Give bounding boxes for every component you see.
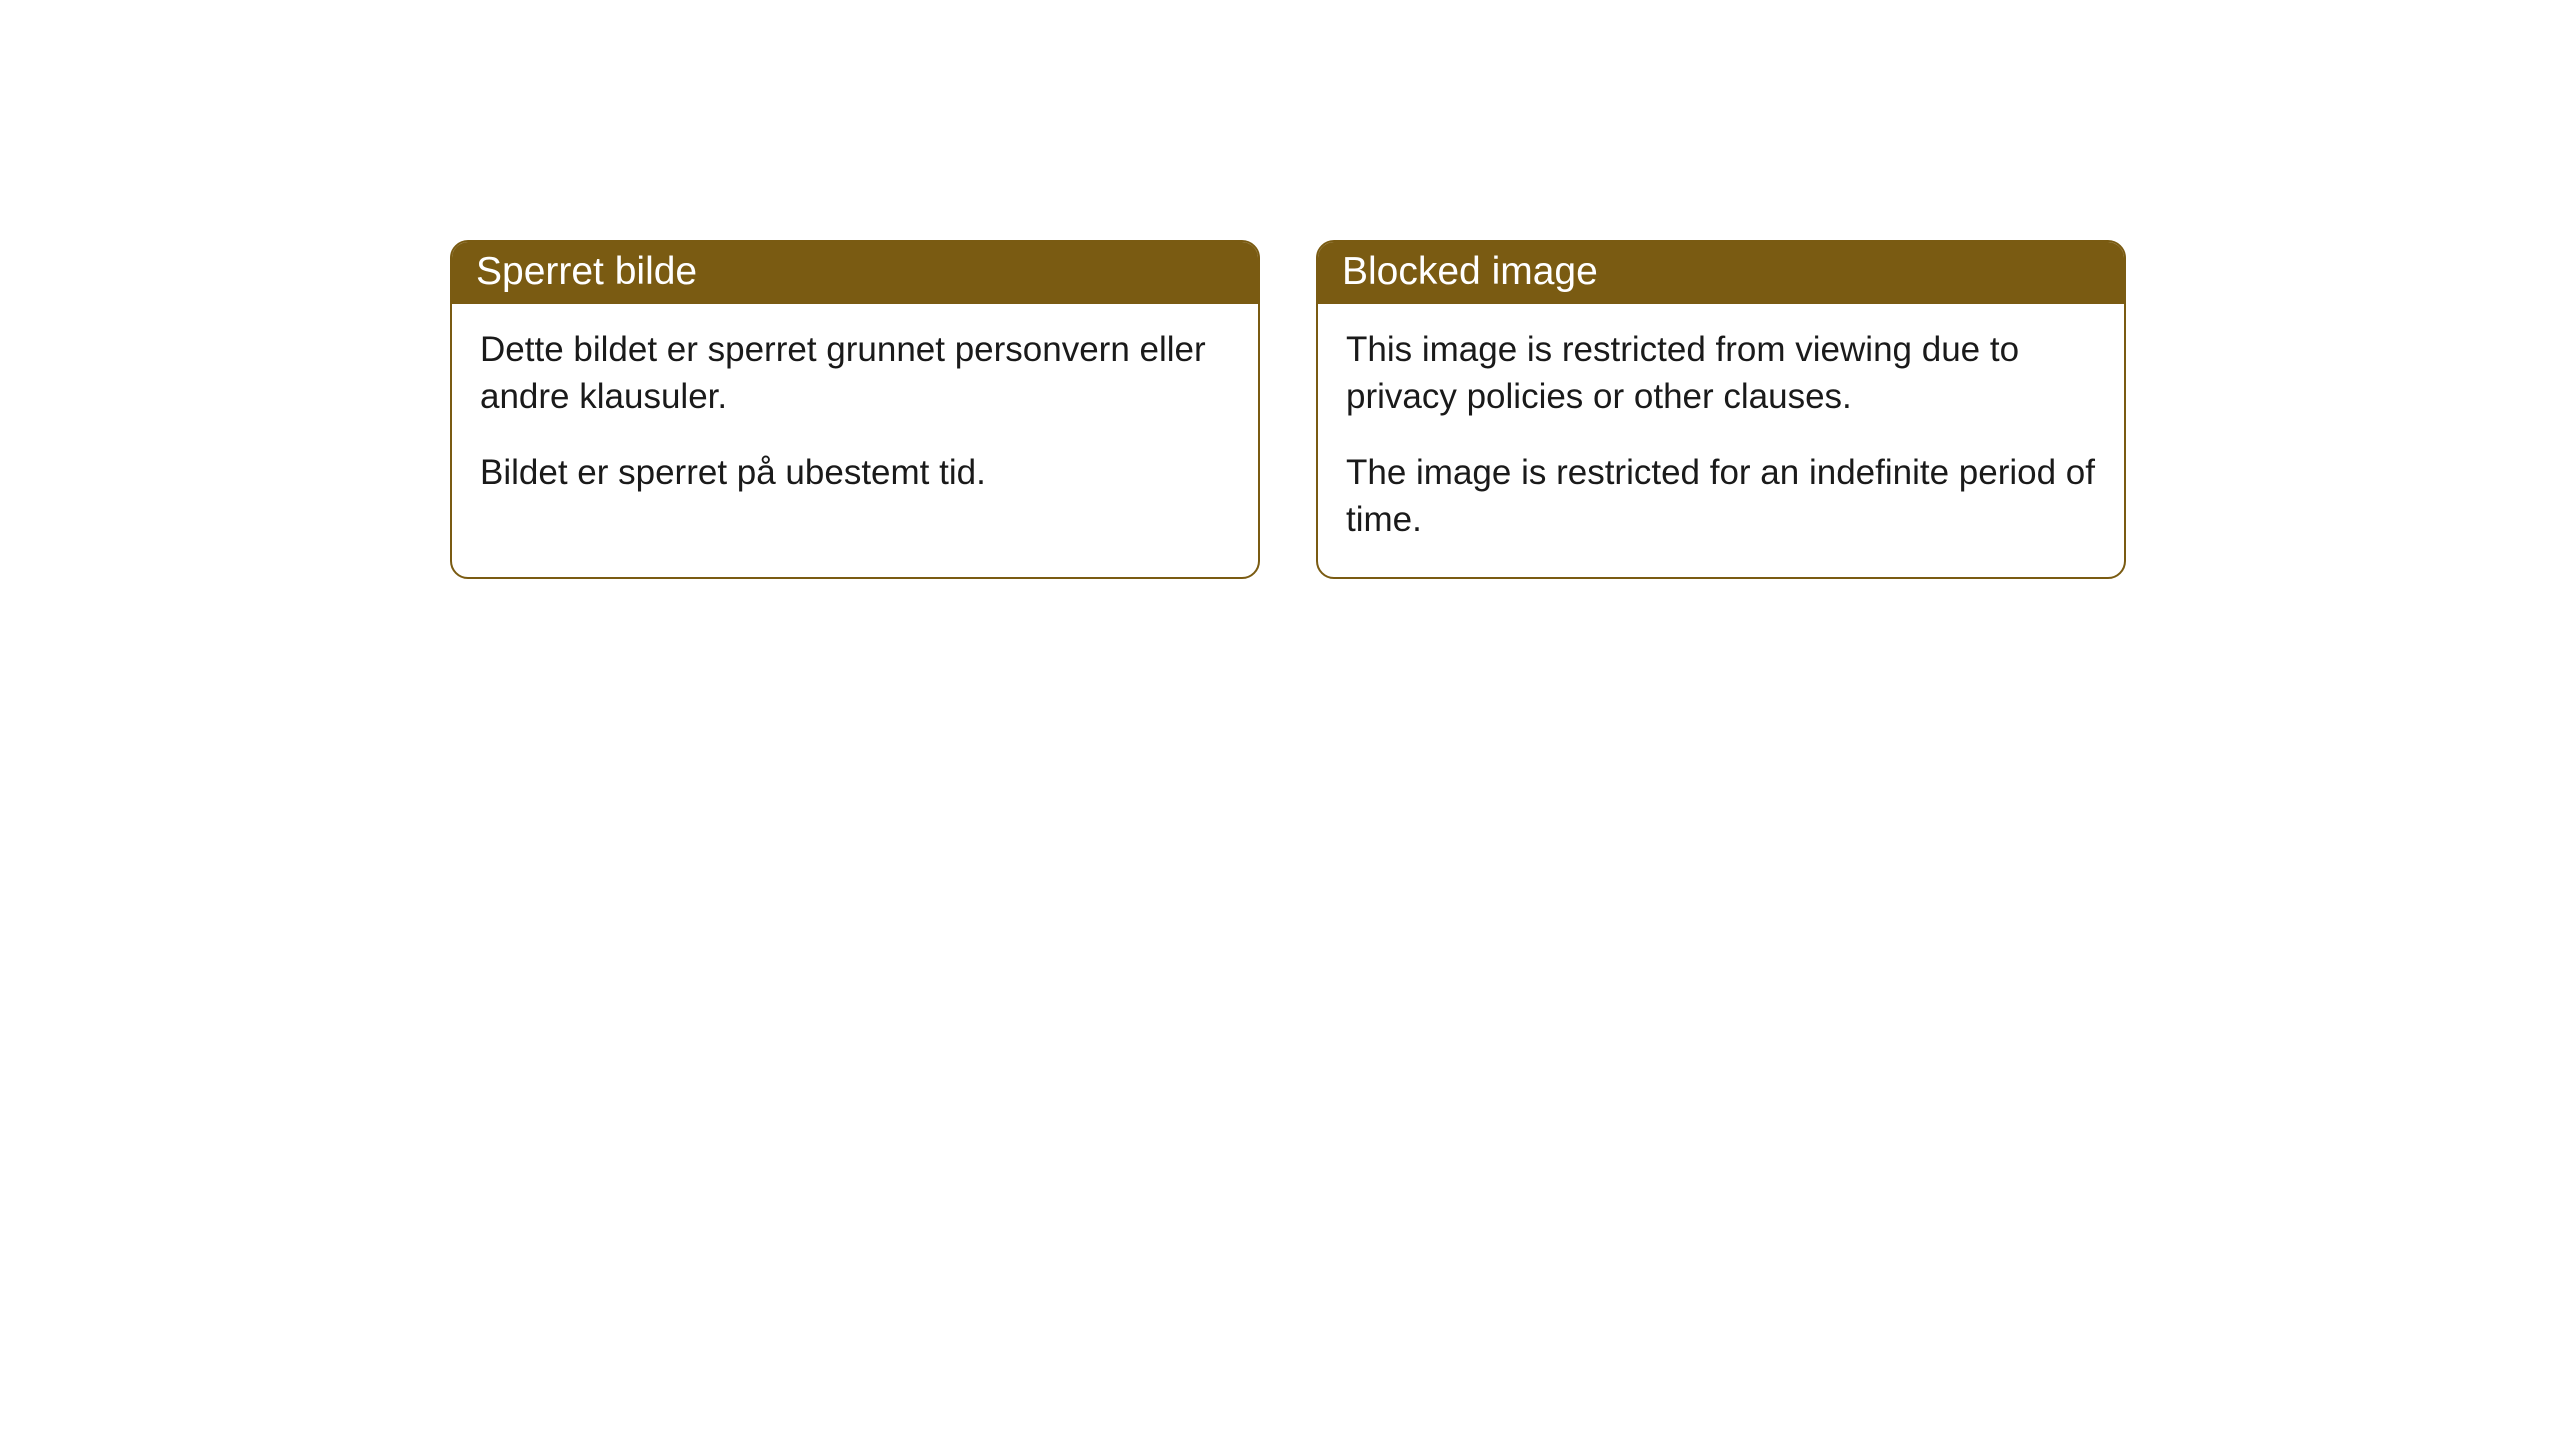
notice-card-norwegian: Sperret bilde Dette bildet er sperret gr… xyxy=(450,240,1260,579)
card-body-norwegian: Dette bildet er sperret grunnet personve… xyxy=(452,304,1258,530)
card-title: Blocked image xyxy=(1342,250,1598,293)
card-title: Sperret bilde xyxy=(476,250,697,293)
card-paragraph: Dette bildet er sperret grunnet personve… xyxy=(480,326,1230,421)
card-paragraph: The image is restricted for an indefinit… xyxy=(1346,449,2096,544)
card-body-english: This image is restricted from viewing du… xyxy=(1318,304,2124,577)
card-header-norwegian: Sperret bilde xyxy=(452,242,1258,304)
card-paragraph: This image is restricted from viewing du… xyxy=(1346,326,2096,421)
card-paragraph: Bildet er sperret på ubestemt tid. xyxy=(480,449,1230,496)
notice-cards-container: Sperret bilde Dette bildet er sperret gr… xyxy=(450,240,2126,579)
card-header-english: Blocked image xyxy=(1318,242,2124,304)
notice-card-english: Blocked image This image is restricted f… xyxy=(1316,240,2126,579)
